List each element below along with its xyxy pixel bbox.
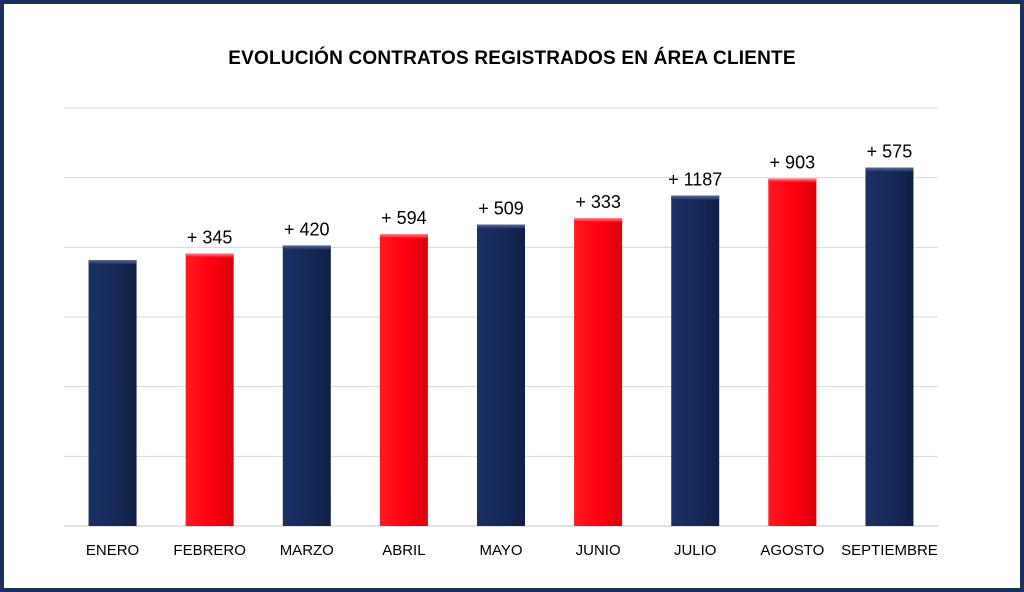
tick-label-febrero: FEBRERO (173, 542, 246, 559)
bar-julio (671, 195, 720, 527)
bar-febrero (185, 253, 234, 526)
data-label-abril: + 594 (381, 208, 427, 228)
data-label-marzo: + 420 (284, 219, 330, 239)
bar (671, 195, 720, 527)
chart-title: EVOLUCIÓN CONTRATOS REGISTRADOS EN ÁREA … (228, 48, 796, 69)
data-label-febrero: + 345 (187, 227, 233, 247)
bar-agosto (768, 178, 817, 526)
bar-bevel (768, 178, 817, 183)
tick-label-marzo: MARZO (280, 542, 334, 559)
x-axis-tick-labels: ENERO FEBRERO MARZO ABRIL MAYO JUNIO JULIO AGOS… (86, 542, 938, 559)
bar (574, 218, 623, 526)
bar-bevel (185, 253, 234, 258)
data-label-mayo: + 509 (478, 199, 524, 219)
bar (379, 234, 428, 526)
data-label-junio: + 333 (575, 192, 621, 212)
bar-abril (379, 234, 428, 526)
bar (477, 224, 525, 526)
bar-marzo (282, 245, 331, 526)
tick-label-julio: JULIO (674, 542, 717, 559)
bar-enero (88, 260, 137, 526)
bar-bevel (865, 167, 914, 172)
tick-label-junio: JUNIO (576, 542, 621, 559)
bar-bevel (671, 195, 720, 200)
bars (88, 167, 914, 527)
bar (768, 178, 817, 526)
tick-label-agosto: AGOSTO (760, 542, 824, 559)
bar-septiembre (865, 167, 914, 526)
data-labels: + 345 + 420 + 594 + 509 + 333 + 1187 + 903 + 57… (187, 142, 912, 248)
tick-label-enero: ENERO (86, 542, 139, 559)
bar (185, 253, 234, 526)
bar-mayo (477, 224, 525, 526)
data-label-julio: + 1187 (668, 170, 722, 190)
bar-bevel (282, 245, 331, 250)
data-label-agosto: + 903 (770, 152, 816, 172)
bar-bevel (477, 224, 525, 229)
bar (865, 167, 914, 526)
bar (88, 260, 137, 526)
bar-junio (574, 218, 623, 526)
data-label-septiembre: + 575 (867, 142, 913, 162)
bar-bevel (379, 234, 428, 239)
tick-label-septiembre: SEPTIEMBRE (841, 542, 938, 559)
tick-label-abril: ABRIL (382, 542, 425, 559)
bar-bevel (88, 260, 137, 264)
bar-bevel (574, 218, 623, 223)
tick-label-mayo: MAYO (479, 542, 522, 559)
bar (282, 245, 331, 526)
